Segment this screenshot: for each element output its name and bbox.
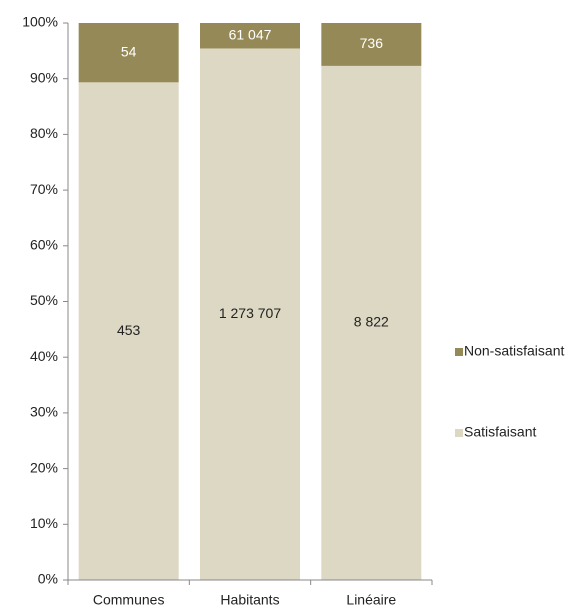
y-tick-label: 100% [22, 14, 58, 30]
x-tick-label: Communes [93, 592, 165, 608]
x-tick-label: Habitants [220, 592, 279, 608]
bar-segment [321, 23, 422, 66]
y-tick-label: 10% [30, 515, 58, 531]
y-tick-label: 40% [30, 348, 58, 364]
bar-segment [78, 23, 179, 83]
y-tick-label: 90% [30, 69, 58, 85]
y-tick-label: 50% [30, 292, 58, 308]
legend-label: Non-satisfaisant [464, 343, 564, 359]
data-label: 1 273 707 [219, 305, 281, 321]
legend-swatch [455, 429, 463, 437]
y-tick-label: 20% [30, 459, 58, 475]
y-tick-label: 30% [30, 404, 58, 420]
data-label: 736 [360, 35, 384, 51]
data-label: 453 [117, 322, 141, 338]
data-label: 8 822 [354, 314, 389, 330]
legend-swatch [455, 348, 463, 356]
data-label: 61 047 [229, 26, 272, 42]
y-tick-label: 80% [30, 125, 58, 141]
bar-segment [200, 48, 300, 581]
y-tick-label: 0% [38, 571, 58, 587]
data-label: 54 [121, 43, 137, 59]
y-tick-label: 70% [30, 181, 58, 197]
bar-segment [321, 65, 422, 580]
legend-label: Satisfaisant [464, 424, 536, 440]
bar-segment [78, 82, 179, 581]
bar-segment [200, 23, 300, 49]
x-tick-label: Linéaire [346, 592, 396, 608]
y-tick-label: 60% [30, 237, 58, 253]
